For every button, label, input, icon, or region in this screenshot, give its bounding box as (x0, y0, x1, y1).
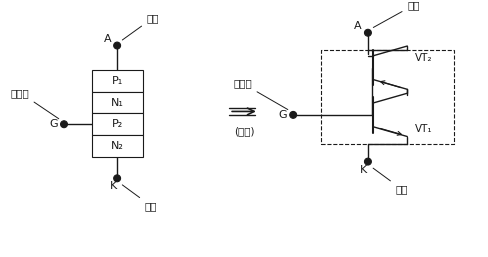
Text: K: K (360, 164, 367, 175)
Text: 阳极: 阳极 (122, 13, 159, 40)
Bar (92, 113, 142, 135)
Circle shape (114, 42, 121, 49)
Text: VT₁: VT₁ (415, 124, 433, 134)
Text: VT₂: VT₂ (415, 53, 433, 63)
Text: A: A (103, 34, 111, 44)
Circle shape (365, 29, 371, 36)
Text: P₂: P₂ (111, 119, 123, 129)
Circle shape (114, 175, 121, 182)
Text: 阴极: 阴极 (373, 168, 408, 194)
Bar (92, 70, 142, 92)
Bar (92, 92, 142, 113)
Text: 控制极: 控制极 (233, 78, 288, 109)
Circle shape (61, 121, 67, 128)
Text: 阳极: 阳极 (373, 0, 420, 27)
Text: G: G (49, 119, 58, 129)
Text: G: G (279, 110, 287, 120)
Bar (92, 135, 142, 157)
Text: 阴极: 阴极 (122, 185, 157, 211)
Text: A: A (354, 21, 362, 31)
Circle shape (365, 158, 371, 165)
Text: N₁: N₁ (111, 98, 123, 108)
Text: N₂: N₂ (111, 141, 123, 151)
Text: P₁: P₁ (111, 76, 123, 86)
Text: (等效): (等效) (234, 126, 254, 136)
Bar (321, 50, 454, 144)
Text: K: K (110, 181, 117, 191)
Circle shape (290, 112, 297, 118)
Text: 控制极: 控制极 (11, 88, 59, 119)
